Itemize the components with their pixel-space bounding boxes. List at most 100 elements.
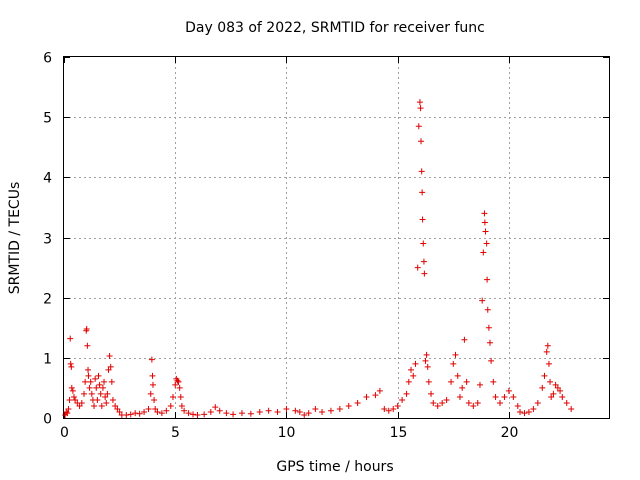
data-point <box>385 407 392 414</box>
axis-ticks: 0 5 10 15 20 0 1 2 3 4 5 6 <box>43 51 609 441</box>
data-point <box>216 407 223 414</box>
data-point <box>418 168 425 175</box>
data-point <box>430 399 437 406</box>
data-point <box>170 393 176 400</box>
y-tick-label: 0 <box>43 412 52 428</box>
data-point <box>212 404 219 411</box>
data-point <box>419 216 426 223</box>
data-point <box>479 297 486 304</box>
data-point <box>543 348 550 355</box>
data-point <box>439 399 446 406</box>
data-point <box>176 384 183 391</box>
data-point <box>408 366 415 373</box>
data-point <box>152 405 159 412</box>
data-point <box>127 411 134 418</box>
data-point <box>172 381 179 388</box>
data-point <box>568 405 575 412</box>
data-point <box>474 399 481 406</box>
data-point <box>336 405 343 412</box>
data-point <box>147 390 154 397</box>
data-point <box>544 342 551 349</box>
data-point <box>181 407 188 414</box>
data-point <box>517 408 524 415</box>
data-point <box>394 402 401 409</box>
plot-frame <box>63 56 610 419</box>
data-point <box>525 408 532 415</box>
data-point <box>67 335 74 342</box>
data-point <box>85 372 92 379</box>
data-point <box>177 393 184 400</box>
data-point <box>354 399 361 406</box>
data-point <box>190 411 197 418</box>
data-point <box>476 381 483 388</box>
data-point <box>107 363 114 370</box>
data-point <box>93 384 100 391</box>
y-tick-label: 3 <box>43 232 52 248</box>
data-point <box>419 189 426 196</box>
data-point <box>301 411 308 418</box>
data-point <box>541 372 548 379</box>
data-point <box>418 138 425 145</box>
x-axis-label: GPS time / hours <box>276 459 393 475</box>
data-point <box>405 378 412 385</box>
data-point <box>554 384 561 391</box>
data-point <box>422 357 429 364</box>
data-point <box>163 407 170 414</box>
data-point <box>461 336 468 343</box>
data-point <box>92 375 99 382</box>
data-point <box>64 410 71 417</box>
data-point <box>483 240 490 247</box>
data-point <box>174 377 181 384</box>
y-tick-label: 2 <box>43 292 52 308</box>
data-point <box>563 399 570 406</box>
data-point <box>539 384 546 391</box>
data-point <box>97 390 104 397</box>
data-point <box>88 390 95 397</box>
data-point <box>63 408 70 415</box>
data-point <box>421 270 428 277</box>
data-point <box>67 360 74 367</box>
x-tick-label: 5 <box>171 425 180 441</box>
y-tick-label: 4 <box>43 171 52 187</box>
data-point <box>470 402 477 409</box>
data-point <box>201 411 208 418</box>
data-points <box>62 99 575 418</box>
data-point <box>283 405 290 412</box>
data-point <box>154 408 161 415</box>
data-point <box>132 410 139 417</box>
data-point <box>274 408 281 415</box>
data-point <box>112 402 119 409</box>
data-point <box>420 240 427 247</box>
data-point <box>521 410 528 417</box>
y-axis-label: SRMTID / TECUs <box>7 182 23 295</box>
data-point <box>480 249 487 256</box>
data-point <box>465 399 472 406</box>
y-tick-label: 1 <box>43 352 52 368</box>
data-point <box>167 402 174 409</box>
data-point <box>81 390 88 397</box>
data-point <box>185 410 192 417</box>
data-point <box>296 408 303 415</box>
x-tick-label: 15 <box>390 425 408 441</box>
data-point <box>424 363 431 370</box>
data-point <box>103 399 110 406</box>
data-point <box>497 399 503 406</box>
data-point <box>557 387 564 394</box>
data-point <box>106 353 113 360</box>
data-point <box>247 410 254 417</box>
data-point <box>230 411 237 418</box>
data-point <box>114 405 121 412</box>
chart-title: Day 083 of 2022, SRMTID for receiver fun… <box>185 20 485 36</box>
data-point <box>376 387 383 394</box>
data-point <box>69 387 76 394</box>
y-tick-label: 6 <box>43 51 52 67</box>
data-point <box>101 378 108 385</box>
data-point <box>547 378 554 385</box>
data-point <box>454 372 461 379</box>
x-tick-label: 20 <box>501 425 519 441</box>
data-point <box>381 405 388 412</box>
data-point <box>68 363 75 370</box>
data-point <box>82 378 89 385</box>
data-point <box>550 390 557 397</box>
